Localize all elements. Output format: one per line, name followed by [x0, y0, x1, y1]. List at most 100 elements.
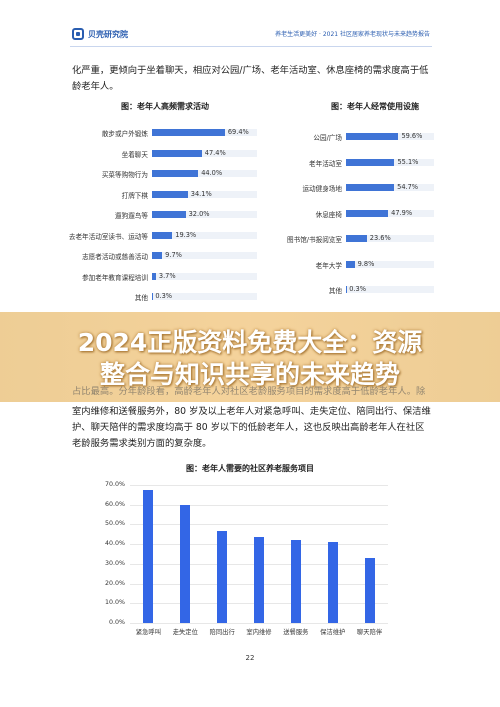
bar-value-label: 55.1%	[397, 157, 419, 166]
y-tick-label: 60.0%	[104, 500, 125, 508]
x-tick-label: 室内维修	[246, 629, 272, 636]
bar-label: 买菜等购物行为	[101, 171, 148, 179]
bar-label: 老年大学	[315, 261, 342, 270]
bar	[346, 235, 367, 242]
bar-track	[152, 149, 257, 157]
bar-label: 坐着聊天	[121, 150, 148, 159]
left-chart-title: 图：老年人高频需求活动	[121, 102, 209, 111]
bar	[217, 531, 228, 623]
bar-value-label: 44.0%	[201, 169, 223, 177]
top-paragraph-line-2: 龄老年人。	[72, 81, 119, 92]
bar-track	[152, 231, 257, 239]
bar-value-label: 0.3%	[155, 292, 173, 300]
bar-track	[152, 252, 257, 259]
middle-paragraph: 室内维修和送餐服务外，80 岁及以上老年人对紧急呼叫、走失定位、陪同出行、保洁维…	[72, 404, 444, 452]
bar	[180, 504, 191, 623]
bar-label: 去老年活动室读书、运动等	[68, 232, 148, 241]
bar-value-label: 0.3%	[349, 285, 367, 293]
bar-value-label: 54.7%	[397, 183, 419, 191]
x-tick-label: 走失定位	[172, 629, 198, 636]
bar-track	[346, 286, 434, 293]
bar	[254, 537, 264, 623]
bar	[152, 129, 225, 136]
logo-text: 贝壳研究院	[88, 29, 128, 39]
report-title: 养老生活更美好 · 2021 社区居家养老现状与未来趋势报告	[275, 31, 430, 38]
y-tick-label: 30.0%	[104, 559, 125, 567]
bar	[152, 293, 153, 300]
bar-value-label: 9.7%	[165, 251, 182, 259]
gridline	[130, 623, 388, 624]
bar-value-label: 9.8%	[357, 259, 375, 268]
bar-track	[346, 209, 434, 217]
bar-label: 其他	[134, 294, 148, 302]
bar-track	[152, 190, 257, 198]
bar-value-label: 69.4%	[227, 128, 249, 136]
right-chart-title: 图：老年人经常使用设施	[331, 102, 419, 111]
bottom-chart-title: 图：老年人需要的社区养老服务项目	[186, 464, 314, 473]
bar-label: 休息座椅	[315, 210, 342, 219]
x-tick-label: 保洁维护	[320, 629, 346, 636]
x-tick-label: 紧急呼叫	[135, 629, 162, 636]
brand-logo: 贝壳研究院	[72, 26, 142, 42]
bar-label: 志愿者活动或慈善活动	[82, 253, 148, 261]
gridline	[130, 524, 388, 526]
bar	[327, 542, 338, 623]
bar-label: 散步或户外锻炼	[101, 130, 148, 138]
promo-banner: 2024正版资料免费大全：资源 整合与知识共享的未来趋势	[0, 312, 500, 402]
bar-value-label: 47.9%	[391, 208, 413, 217]
y-tick-label: 10.0%	[104, 599, 125, 607]
bar-value-label: 47.4%	[204, 148, 226, 157]
bar	[152, 170, 199, 177]
bar-label: 参加老年教育课程培训	[82, 273, 148, 282]
bar	[290, 540, 301, 623]
banner-line-1: 2024正版资料免费大全：资源	[77, 328, 423, 357]
bar	[152, 211, 186, 218]
bar	[152, 252, 163, 259]
bar	[143, 489, 154, 623]
bar-value-label: 19.3%	[175, 230, 197, 239]
bar-label: 公园/广场	[313, 134, 342, 142]
bar-label: 其他	[328, 287, 342, 295]
bar-track	[346, 260, 434, 268]
top-paragraph-line-1: 化严重，更倾向于坐着聊天，相应对公园/广场、老年活动室、休息座椅的需求度高于低	[72, 65, 429, 76]
bar	[346, 184, 395, 191]
header-divider	[70, 46, 432, 47]
bar-label: 老年活动室	[309, 159, 342, 168]
middle-paragraph-line-3: 老龄服务需求类别方面的复杂度。	[72, 438, 212, 449]
bar-value-label: 32.0%	[188, 210, 210, 218]
y-tick-label: 50.0%	[104, 520, 125, 528]
bar-track	[152, 272, 257, 280]
gridline	[130, 504, 388, 506]
bar-track	[152, 170, 257, 177]
bar-value-label: 3.7%	[158, 271, 176, 280]
top-paragraph: 化严重，更倾向于坐着聊天，相应对公园/广场、老年活动室、休息座椅的需求度高于低 …	[72, 63, 444, 95]
banner-line-2: 整合与知识共享的未来趋势	[99, 360, 400, 389]
bar	[152, 190, 188, 198]
middle-paragraph-line-1: 室内维修和送餐服务外，80 岁及以上老年人对紧急呼叫、走失定位、陪同出行、保洁维	[72, 406, 431, 417]
bar	[346, 133, 399, 140]
bar	[346, 158, 395, 166]
bar-label: 运动健身场地	[302, 185, 342, 193]
y-tick-label: 0.0%	[109, 619, 125, 626]
bar-value-label: 59.6%	[401, 132, 423, 140]
page-number: 22	[245, 654, 255, 662]
x-tick-label: 陪同出行	[209, 629, 235, 636]
bar-value-label: 34.1%	[190, 189, 212, 198]
bar-track	[152, 211, 257, 218]
right-chart: 公园/广场 59.6% 老年活动室 55.1% 运动健身场地 54.7% 休息座椅 47.9%…	[262, 120, 438, 310]
bar	[346, 286, 347, 293]
bar-label: 图书馆/书报阅览室	[287, 236, 342, 244]
bar-label: 遛狗遛鸟等	[115, 212, 148, 220]
bar-value-label: 23.6%	[369, 234, 391, 242]
bar	[346, 209, 389, 217]
bar	[364, 557, 375, 623]
gridline	[130, 485, 388, 486]
bar-track	[152, 293, 257, 300]
bar	[346, 260, 355, 268]
bar	[152, 149, 202, 157]
middle-paragraph-line-2: 护、聊天陪伴的需求度均高于 80 岁以下的低龄老年人，这也反映出高龄老年人在社区	[72, 422, 425, 433]
y-tick-label: 20.0%	[104, 579, 125, 587]
y-tick-label: 70.0%	[104, 481, 125, 488]
y-tick-label: 40.0%	[104, 540, 125, 548]
bar	[152, 231, 173, 239]
